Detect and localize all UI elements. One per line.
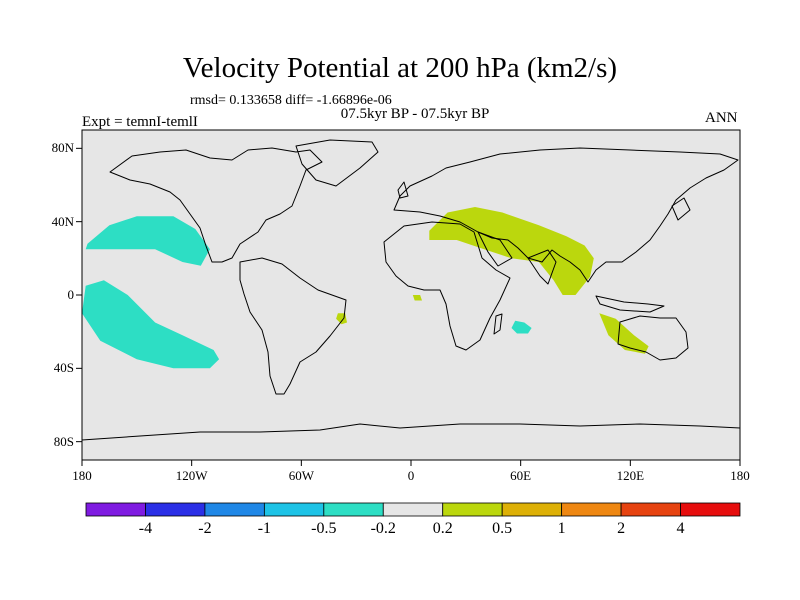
colorbar-label: 2 xyxy=(617,520,626,537)
region-south-pacific-negative xyxy=(82,280,220,369)
y-tick-label: 40S xyxy=(53,360,74,376)
season-label: ANN xyxy=(705,110,738,126)
colorbar-swatch xyxy=(323,502,384,517)
colorbar-label: -2 xyxy=(198,520,212,537)
x-axis-ticks xyxy=(81,460,741,466)
colorbar-swatch xyxy=(620,502,681,517)
coast-india xyxy=(527,249,557,285)
colorbar-swatch xyxy=(561,502,622,517)
coast-antarctica xyxy=(81,423,741,441)
colorbar-label: -1 xyxy=(257,520,272,537)
region-north-pacific-negative xyxy=(85,216,210,266)
region-australia-positive xyxy=(599,313,649,354)
coast-eurasia xyxy=(393,147,739,283)
coast-australia xyxy=(617,315,689,361)
x-tick-label: 120E xyxy=(616,468,645,483)
coast-greenland xyxy=(295,139,379,187)
colorbar-swatch xyxy=(442,502,503,517)
coast-north-america xyxy=(109,147,323,263)
x-tick-label: 60E xyxy=(510,468,532,483)
colorbar-swatch xyxy=(680,502,741,517)
region-west-africa-positive xyxy=(412,295,422,301)
colorbar-label: -0.5 xyxy=(311,520,337,537)
y-tick-label: 40N xyxy=(51,213,74,229)
colorbar-swatch xyxy=(145,502,206,517)
coast-indonesia xyxy=(595,295,665,313)
colorbar-label: 4 xyxy=(676,520,685,537)
figure-title: Velocity Potential at 200 hPa (km2/s) xyxy=(182,52,618,84)
x-tick-label: 180 xyxy=(72,468,92,483)
y-tick-label: 0 xyxy=(67,287,75,302)
colorbar-label: -4 xyxy=(138,520,153,537)
colorbar-swatch xyxy=(501,502,563,517)
region-eurasia-positive xyxy=(429,207,594,295)
region-indian-ocean-negative xyxy=(511,320,532,334)
coast-madagascar xyxy=(493,313,503,335)
colorbar-swatch xyxy=(263,502,325,517)
y-tick-label: 80N xyxy=(51,140,74,156)
colorbar xyxy=(85,502,741,517)
x-tick-label: 180 xyxy=(730,468,750,483)
coastlines xyxy=(81,139,741,441)
map-background xyxy=(82,130,740,460)
coast-south-america xyxy=(239,257,347,395)
stats-line: rmsd= 0.133658 diff= -1.66896e-06 xyxy=(190,93,392,108)
coast-uk xyxy=(397,181,409,199)
colorbar-swatch xyxy=(382,502,444,517)
colorbar-label: 1 xyxy=(557,520,566,537)
x-tick-label: 60W xyxy=(288,468,314,483)
coast-arabia xyxy=(477,231,513,267)
colorbar-swatch xyxy=(85,502,146,517)
colorbar-label: -0.2 xyxy=(370,520,396,537)
colorbar-swatch xyxy=(204,502,265,517)
colorbar-label: 0.5 xyxy=(492,520,513,537)
colorbar-label: 0.2 xyxy=(432,520,453,537)
x-tick-label: 0 xyxy=(407,468,415,483)
y-axis-ticks xyxy=(76,147,82,443)
x-tick-label: 120W xyxy=(175,468,208,483)
contour-regions xyxy=(82,207,649,369)
experiment-label: Expt = temnI-temlI xyxy=(82,114,198,130)
y-tick-label: 80S xyxy=(53,433,74,449)
subtitle: 07.5kyr BP - 07.5kyr BP xyxy=(340,106,490,122)
coast-africa xyxy=(383,221,511,351)
coast-japan xyxy=(671,197,691,221)
